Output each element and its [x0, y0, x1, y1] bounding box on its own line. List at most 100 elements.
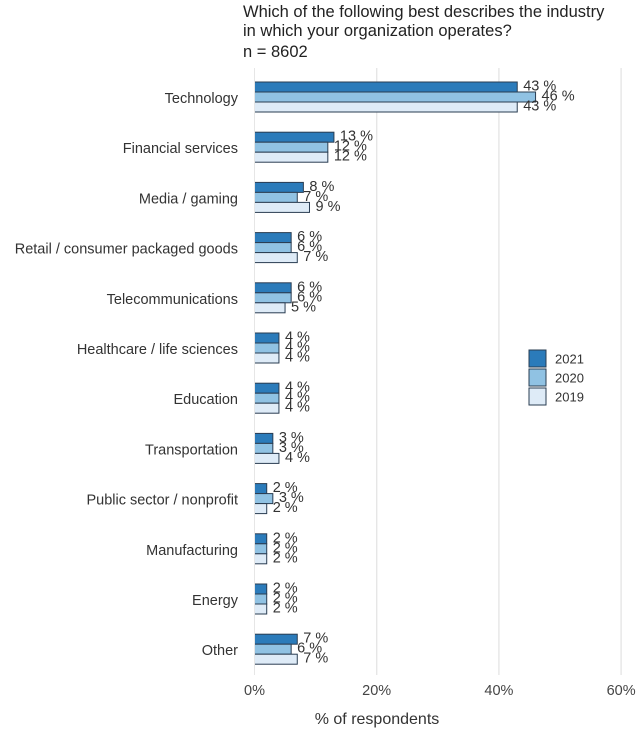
chart-title-line-2: in which your organization operates? [243, 21, 512, 40]
bar-2021 [254, 533, 268, 545]
bar-2019 [254, 352, 280, 364]
data-label-2021: 6 % [297, 229, 322, 245]
data-label-2019: 7 % [303, 651, 328, 667]
data-label-2021: 4 % [285, 380, 310, 396]
bar-2019 [254, 553, 268, 565]
category-label: Public sector / nonprofit [86, 493, 238, 509]
data-label-2021: 2 % [273, 530, 298, 546]
bar-2019 [254, 101, 518, 113]
data-label-2021: 2 % [273, 480, 298, 496]
bar-2021 [254, 282, 292, 294]
legend-label-2021: 2021 [555, 352, 584, 367]
data-label-2019: 2 % [273, 550, 298, 566]
bar-2020 [254, 643, 292, 655]
legend-label-2019: 2019 [555, 390, 584, 405]
data-label-2019: 7 % [303, 249, 328, 265]
category-label: Technology [165, 91, 239, 107]
data-label-2020: 7 % [303, 189, 328, 205]
category-label: Education [174, 392, 239, 408]
bar-2019 [254, 201, 310, 213]
bar-2021 [254, 81, 518, 93]
bar-2020 [254, 242, 292, 254]
bar-2020 [254, 593, 268, 605]
data-label-2021: 8 % [309, 179, 334, 195]
bar-2019 [254, 452, 280, 464]
bar-2019 [254, 151, 329, 163]
category-label: Media / gaming [139, 191, 238, 207]
data-label-2021: 43 % [523, 79, 556, 95]
bar-2021 [254, 432, 274, 444]
chart-subtitle: n = 8602 [243, 43, 308, 61]
category-label: Energy [192, 593, 239, 609]
bar-2021 [254, 131, 335, 143]
bar-2021 [254, 232, 292, 244]
data-label-2020: 4 % [285, 340, 310, 356]
data-label-2020: 6 % [297, 641, 322, 657]
x-tick-label: 40% [484, 683, 513, 699]
data-label-2020: 46 % [542, 89, 575, 105]
data-label-2021: 6 % [297, 279, 322, 295]
data-label-2020: 2 % [273, 540, 298, 556]
x-axis-label: % of respondents [315, 711, 440, 728]
bar-2020 [254, 292, 292, 304]
bar-2019 [254, 653, 298, 665]
data-label-2019: 2 % [273, 500, 298, 516]
bar-2019 [254, 252, 298, 264]
bar-2020 [254, 191, 298, 203]
data-label-2020: 6 % [297, 289, 322, 305]
category-label: Manufacturing [146, 543, 238, 559]
data-label-2019: 4 % [285, 450, 310, 466]
data-label-2020: 3 % [279, 490, 304, 506]
bar-2020 [254, 342, 280, 354]
data-label-2021: 13 % [340, 129, 373, 145]
legend-swatch-2019 [528, 387, 547, 406]
data-label-2021: 7 % [303, 631, 328, 647]
bar-2020 [254, 493, 274, 505]
data-label-2020: 6 % [297, 239, 322, 255]
bar-2020 [254, 392, 280, 404]
category-label: Transportation [145, 442, 238, 458]
category-label: Retail / consumer packaged goods [15, 242, 238, 258]
bar-2019 [254, 503, 268, 515]
legend-label-2020: 2020 [555, 371, 584, 386]
category-label: Financial services [123, 141, 238, 157]
x-tick-label: 20% [362, 683, 391, 699]
category-label: Healthcare / life sciences [77, 342, 238, 358]
legend-swatch-2020 [528, 368, 547, 387]
bar-2020 [254, 141, 329, 153]
bar-2021 [254, 633, 298, 645]
legend-swatch-2021 [528, 349, 547, 368]
bar-2020 [254, 91, 537, 103]
bar-2020 [254, 543, 268, 555]
chart-title-block: Which of the following best describes th… [243, 3, 633, 62]
chart-title-line-1: Which of the following best describes th… [243, 3, 605, 21]
data-label-2019: 43 % [523, 99, 556, 115]
data-label-2019: 12 % [334, 149, 367, 165]
data-label-2020: 2 % [273, 591, 298, 607]
data-label-2020: 4 % [285, 390, 310, 406]
category-label: Other [202, 643, 238, 659]
bar-2021 [254, 583, 268, 595]
bar-2020 [254, 442, 274, 454]
data-label-2019: 2 % [273, 601, 298, 617]
category-label: Telecommunications [107, 292, 238, 308]
bar-2019 [254, 302, 286, 314]
data-label-2021: 4 % [285, 330, 310, 346]
data-label-2020: 3 % [279, 440, 304, 456]
bar-2021 [254, 181, 304, 193]
bar-2019 [254, 402, 280, 414]
x-tick-label: 60% [607, 683, 636, 699]
data-label-2021: 3 % [279, 430, 304, 446]
bar-2021 [254, 483, 268, 495]
bar-2021 [254, 382, 280, 394]
bar-2021 [254, 332, 280, 344]
data-label-2019: 4 % [285, 400, 310, 416]
bar-2019 [254, 603, 268, 615]
data-label-2019: 5 % [291, 299, 316, 315]
x-tick-label: 0% [244, 683, 265, 699]
data-label-2019: 4 % [285, 350, 310, 366]
data-label-2019: 9 % [315, 199, 340, 215]
data-label-2020: 12 % [334, 139, 367, 155]
data-label-2021: 2 % [273, 581, 298, 597]
